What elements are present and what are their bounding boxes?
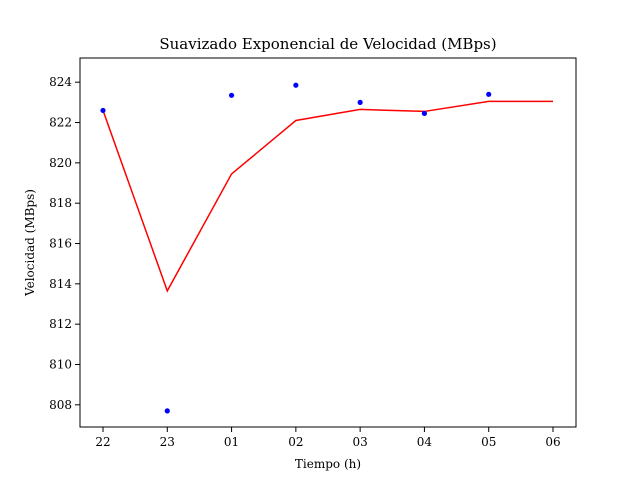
observed-data-point [100,107,106,114]
observed-data-point [164,408,170,414]
y-tick-label: 816 [49,237,72,251]
x-axis-label: Tiempo (h) [295,457,361,471]
observed-data-point [357,99,363,105]
chart-title: Suavizado Exponencial de Velocidad (MBps… [159,35,496,53]
y-tick-label: 824 [49,75,72,89]
y-tick-label: 820 [49,156,72,170]
x-tick-label: 06 [545,435,560,449]
x-axis-ticks: 22 23 01 02 03 04 05 06 [95,427,561,449]
y-tick-label: 810 [49,357,72,371]
y-axis-label: Velocidad (MBps) [23,189,37,297]
y-axis-ticks: 808 810 812 814 816 818 820 822 824 [49,75,80,412]
plot-frame [79,57,577,428]
observed-data-point [228,92,235,98]
y-tick-label: 814 [49,277,72,291]
series-layer [100,82,553,414]
x-tick-label: 05 [481,435,496,449]
x-tick-label: 02 [288,435,303,449]
x-tick-label: 01 [224,435,239,449]
smoothed-series-line [102,100,553,293]
y-tick-label: 818 [49,196,72,210]
x-tick-label: 22 [95,435,110,449]
x-tick-label: 04 [417,435,433,449]
x-tick-label: 23 [160,435,175,449]
y-tick-label: 812 [49,317,72,331]
y-tick-label: 808 [49,398,72,412]
x-tick-label: 03 [353,435,368,449]
observed-data-point [421,110,428,117]
observed-data-point [486,91,492,97]
observed-data-point [293,82,299,88]
y-tick-label: 822 [49,116,72,130]
